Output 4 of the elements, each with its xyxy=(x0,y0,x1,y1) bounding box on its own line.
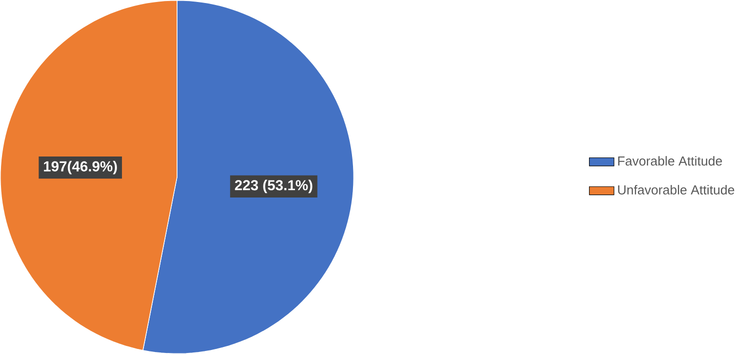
data-label: 197(46.9%) xyxy=(44,160,117,174)
data-label: 223 (53.1%) xyxy=(234,180,312,194)
legend-label: Favorable Attitude xyxy=(618,156,722,166)
legend-label: Unfavorable Attitude xyxy=(618,184,734,194)
